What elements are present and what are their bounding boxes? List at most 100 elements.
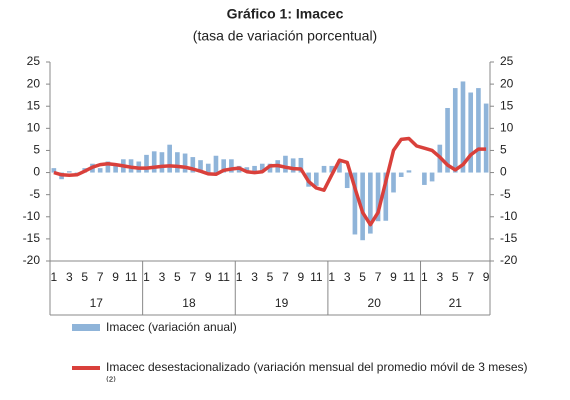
year-label: 21	[449, 296, 463, 310]
y2-tick-label: 20	[500, 76, 514, 90]
x-tick-label: 9	[112, 270, 119, 284]
x-tick-label: 3	[344, 270, 351, 284]
y-tick-label: 10	[27, 121, 41, 135]
x-tick-label: 5	[267, 270, 274, 284]
y2-tick-label: 0	[500, 165, 507, 179]
y-tick-label: 0	[33, 165, 40, 179]
bar	[167, 144, 172, 173]
x-tick-label: 5	[174, 270, 181, 284]
x-tick-label: 1	[421, 270, 428, 284]
legend-line: Imacec desestacionalizado (variación men…	[72, 360, 532, 388]
y-tick-label: 25	[27, 54, 41, 68]
x-tick-label: 5	[359, 270, 366, 284]
y2-tick-label: -5	[500, 187, 511, 201]
y-tick-label: 5	[33, 143, 40, 157]
bar	[283, 155, 288, 173]
y2-tick-label: -15	[500, 231, 518, 245]
bar	[360, 172, 365, 241]
x-tick-label: 7	[282, 270, 289, 284]
legend-label: Imacec (variación anual)	[106, 320, 237, 334]
chart-title: Gráfico 1: Imacec	[227, 6, 344, 22]
bar	[190, 157, 196, 173]
bar	[352, 172, 358, 235]
chart-subtitle: (tasa de variación porcentual)	[193, 28, 377, 44]
x-tick-label: 11	[403, 270, 416, 284]
x-tick-label: 7	[467, 270, 474, 284]
x-tick-label: 7	[97, 270, 104, 284]
bar	[375, 172, 381, 222]
x-tick-label: 9	[483, 270, 490, 284]
x-tick-label: 5	[452, 270, 459, 284]
y2-tick-label: 25	[500, 54, 514, 68]
bar	[298, 157, 304, 173]
y-tick-label: -5	[29, 187, 40, 201]
bar	[314, 172, 319, 186]
bar	[198, 160, 203, 173]
bar	[422, 172, 427, 185]
y-tick-label: 20	[27, 76, 41, 90]
bar	[267, 163, 273, 173]
y2-tick-label: 15	[500, 98, 514, 112]
bar	[398, 172, 404, 177]
bar	[406, 170, 412, 173]
bar	[476, 88, 481, 173]
bar	[368, 172, 373, 234]
legend-swatch	[72, 366, 100, 370]
bar	[51, 168, 57, 173]
y2-tick-label: 10	[500, 121, 514, 135]
bar	[321, 165, 327, 173]
legend-bar: Imacec (variación anual)	[72, 320, 237, 334]
x-tick-label: 5	[81, 270, 88, 284]
y2-tick-label: 5	[500, 143, 507, 157]
bar	[97, 168, 103, 173]
bar	[175, 152, 180, 173]
bar	[205, 163, 211, 173]
y-tick-label: -15	[23, 231, 41, 245]
bar	[213, 155, 219, 173]
bar	[259, 163, 265, 173]
bar	[460, 81, 466, 173]
year-label: 19	[275, 296, 289, 310]
y2-tick-label: -10	[500, 209, 518, 223]
bar	[337, 160, 342, 173]
y2-tick-label: -20	[500, 253, 518, 267]
x-tick-label: 9	[205, 270, 212, 284]
year-label: 18	[182, 296, 196, 310]
bar	[429, 172, 435, 182]
x-tick-label: 3	[436, 270, 443, 284]
bar	[113, 165, 118, 173]
x-tick-label: 3	[66, 270, 73, 284]
bar	[344, 172, 350, 189]
x-tick-label: 3	[251, 270, 258, 284]
bar	[229, 159, 234, 173]
bar	[383, 172, 389, 221]
year-label: 17	[90, 296, 104, 310]
year-label: 20	[368, 296, 382, 310]
y-tick-label: -10	[23, 209, 41, 223]
x-tick-label: 3	[159, 270, 166, 284]
bar	[151, 151, 157, 173]
bar	[66, 171, 72, 173]
bar	[468, 92, 474, 173]
bar	[452, 88, 458, 173]
y-tick-label: 15	[27, 98, 41, 112]
bar	[329, 165, 335, 173]
x-tick-label: 1	[328, 270, 335, 284]
bar	[252, 165, 257, 173]
bar	[483, 103, 489, 173]
bar	[159, 152, 165, 173]
legend-swatch	[72, 324, 100, 331]
bar	[391, 172, 396, 193]
line	[53, 136, 487, 227]
bar	[221, 159, 226, 173]
bar	[105, 161, 111, 173]
x-tick-label: 1	[51, 270, 58, 284]
x-tick-label: 7	[375, 270, 382, 284]
bar	[144, 154, 149, 173]
x-tick-label: 11	[125, 270, 138, 284]
x-tick-label: 1	[143, 270, 150, 284]
legend-label: Imacec desestacionalizado (variación men…	[106, 360, 528, 388]
x-tick-label: 1	[236, 270, 243, 284]
